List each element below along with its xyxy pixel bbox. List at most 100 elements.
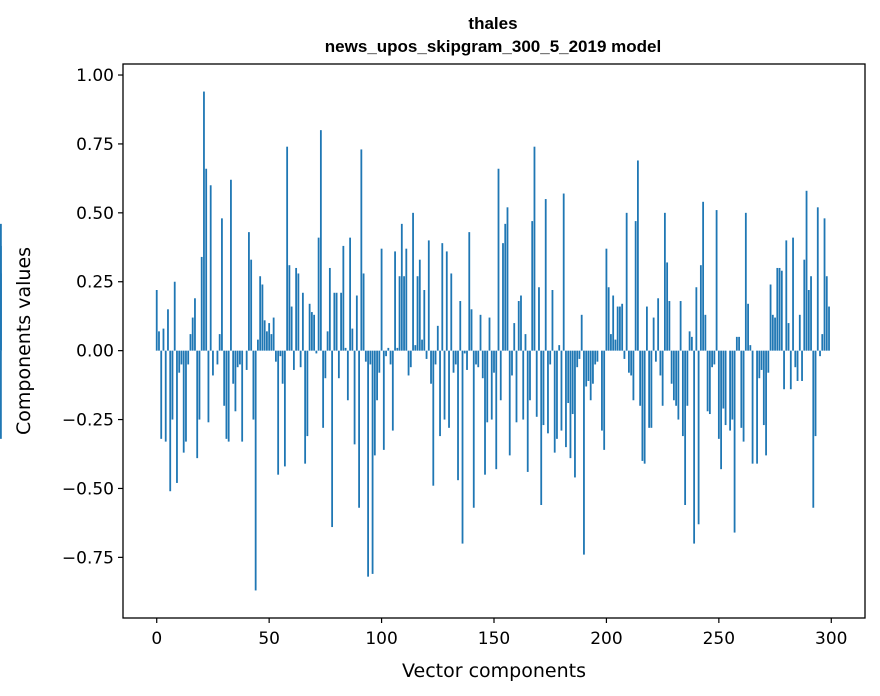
x-tick-label: 250 (703, 629, 735, 649)
bar-component-247 (711, 350, 713, 368)
x-tick-label: 50 (258, 629, 280, 649)
bar-component-256 (731, 350, 734, 420)
bar-component-186 (574, 350, 576, 478)
bar-component-50 (268, 323, 271, 351)
bar-component-95 (369, 350, 372, 365)
bar-component-38 (241, 350, 244, 442)
bar-component-155 (504, 223, 507, 351)
bar-component-74 (322, 350, 325, 428)
bar-component-138 (466, 350, 468, 370)
bar-component-56 (281, 350, 284, 384)
bar-component-168 (533, 146, 536, 351)
bar-component-5 (167, 309, 169, 351)
y-axis-label: Components values (13, 247, 35, 435)
bar-component-172 (542, 350, 545, 426)
bar-component-9 (176, 350, 178, 483)
bar-component-179 (558, 345, 561, 351)
bar-component-21 (203, 91, 205, 351)
bar-component-297 (823, 218, 826, 351)
bar-component-162 (520, 295, 522, 351)
bar-component-292 (812, 350, 815, 508)
bar-component-249 (715, 210, 718, 351)
bar-component-199 (603, 350, 606, 450)
bar-component-182 (565, 350, 567, 448)
bar-component-268 (758, 350, 761, 379)
bar-component-159 (513, 323, 516, 351)
bar-component-119 (423, 290, 426, 351)
bar-component-216 (641, 350, 644, 461)
bar-component-37 (239, 350, 241, 365)
y-tick-label: −0.50 (62, 479, 114, 499)
bar-component-255 (729, 350, 731, 431)
bar-component-177 (553, 350, 556, 453)
bar-component-102 (385, 350, 387, 357)
bar-component-219 (648, 350, 651, 428)
bar-component-151 (495, 350, 498, 470)
bar-component-60 (290, 306, 293, 351)
bar-component-221 (652, 317, 655, 351)
bar-component-231 (675, 350, 678, 406)
bar-component-73 (319, 130, 322, 351)
bar-component-250 (717, 350, 720, 439)
bar-component-94 (367, 350, 369, 577)
x-tick-label: 200 (590, 629, 622, 649)
bar-component-241 (697, 350, 700, 525)
bar-component-194 (592, 350, 594, 384)
bar-component-67 (306, 350, 309, 437)
bar-component-110 (403, 276, 405, 351)
bar-component-211 (630, 350, 633, 376)
bar-component-6 (169, 350, 172, 492)
bar-component-118 (421, 339, 423, 351)
bar-component-218 (646, 306, 648, 351)
bar-component-1 (158, 331, 160, 351)
bar-component-96 (371, 350, 374, 574)
bar-component-130 (448, 350, 450, 428)
bar-component-160 (515, 350, 518, 423)
bar-component-284 (794, 350, 797, 368)
bar-component-69 (310, 312, 313, 351)
bar-component-107 (396, 347, 399, 351)
bar-component-198 (601, 350, 603, 431)
bar-component-66 (304, 350, 307, 464)
bar-component-75 (324, 350, 327, 379)
bar-component-196 (596, 350, 599, 362)
bar-component-132 (452, 350, 455, 373)
bar-component-137 (463, 350, 466, 354)
bar-component-3 (162, 328, 165, 351)
bar-component-65 (301, 292, 304, 351)
bar-component-203 (612, 295, 615, 351)
x-axis-ticks: 0 50 100 150 200 250 300 (151, 618, 847, 649)
bar-component-263 (747, 303, 749, 351)
bar-component-127 (441, 243, 444, 351)
bar-component-144 (479, 314, 482, 351)
bar-component-128 (443, 350, 446, 420)
bar-component-275 (774, 317, 776, 351)
bar-component-108 (398, 276, 401, 351)
bar-component-166 (529, 350, 531, 401)
bar-component-153 (499, 350, 502, 401)
bar-component-111 (405, 248, 408, 351)
bar-component-240 (695, 287, 698, 351)
bar-component-76 (326, 331, 329, 351)
bar-component-164 (524, 334, 527, 351)
bar-component-180 (560, 350, 563, 431)
bar-component-18 (196, 350, 199, 459)
bar-component-112 (407, 350, 410, 376)
bar-component-235 (684, 350, 687, 505)
bar-component-181 (562, 193, 565, 351)
bar-component-298 (825, 276, 828, 351)
y-axis-ticks: −0.75 −0.50 −0.25 0.00 0.25 0.50 0.75 1.00 (62, 66, 123, 568)
bar-component-34 (232, 350, 235, 384)
bar-component-140 (470, 309, 473, 351)
bar-component-104 (389, 350, 392, 365)
bar-component-78 (331, 350, 334, 528)
bar-component-40 (245, 350, 248, 370)
bar-component-22 (205, 168, 208, 351)
bar-component-278 (780, 270, 783, 351)
bar-component-239 (693, 350, 696, 544)
bar-component-63 (297, 273, 300, 351)
bar-component-32 (227, 350, 230, 442)
bar-component-15 (189, 334, 192, 351)
bar-component-233 (679, 301, 682, 351)
bar-component-117 (418, 259, 421, 351)
